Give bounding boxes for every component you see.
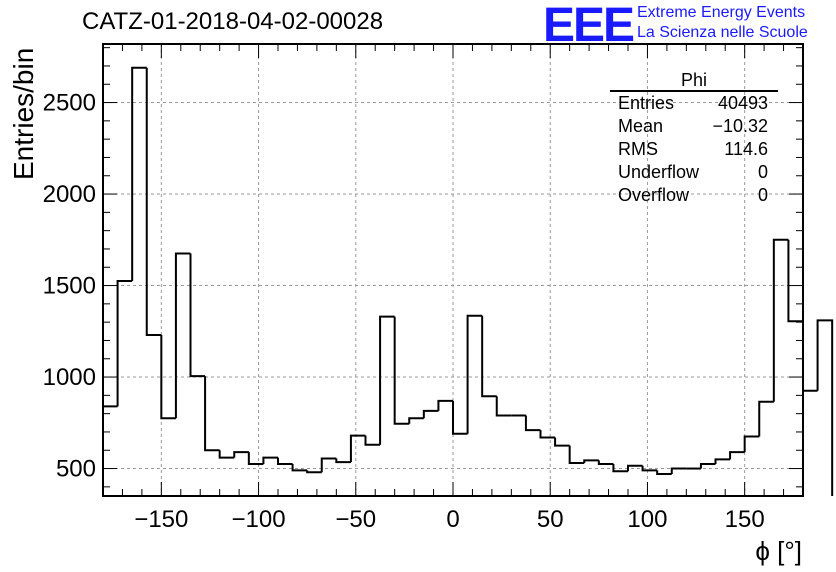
histogram-bin (452, 400, 468, 435)
histogram-bin (802, 321, 818, 392)
histogram-bin (670, 467, 687, 475)
histogram-bin (524, 415, 541, 432)
histogram-bin (393, 316, 410, 425)
stats-label: Overflow (618, 185, 690, 205)
logo-subtitle-2: La Scienza nelle Scuole (637, 24, 808, 41)
histogram-bin (583, 459, 599, 464)
histogram-bin (291, 463, 308, 472)
histogram-bin (116, 279, 133, 407)
eee-logo: EEE (543, 0, 635, 52)
y-tick-label: 2500 (43, 90, 96, 117)
histogram-bin (145, 67, 162, 336)
x-tick-label: 50 (537, 506, 564, 533)
histogram-bin (758, 400, 774, 437)
histogram-bin (233, 451, 249, 458)
x-tick-label: −50 (335, 506, 376, 533)
histogram-bin (102, 405, 118, 496)
histogram-bin (335, 458, 351, 464)
stats-label: Entries (618, 93, 675, 113)
stats-label: RMS (618, 139, 658, 159)
stats-box: Phi Entries 40493 Mean −10.32 RMS 114.6 … (610, 70, 778, 207)
histogram-bin (729, 451, 745, 460)
histogram-bin (218, 450, 235, 459)
histogram-bin (379, 315, 395, 445)
histogram-bin (568, 445, 585, 465)
stats-value: −10.32 (712, 116, 768, 136)
x-tick-label: 0 (446, 506, 459, 533)
histogram-bin (495, 396, 512, 417)
histogram-bin (364, 435, 381, 446)
x-tick-label: −100 (232, 506, 286, 533)
stats-label: Mean (618, 116, 664, 136)
histogram-bin (743, 435, 760, 453)
histogram-bin (627, 464, 643, 472)
x-tick-label: 100 (627, 506, 667, 533)
stats-value: 0 (757, 185, 768, 205)
stats-row-entries: Entries 40493 (610, 92, 778, 115)
histogram-bin (466, 314, 483, 434)
stats-value: 0 (757, 162, 768, 182)
histogram-bin (816, 319, 834, 496)
histogram-bin (699, 462, 716, 469)
x-tick-label: −150 (134, 506, 188, 533)
histogram-bin (641, 465, 658, 472)
chart-title: CATZ-01-2018-04-02-00028 (82, 8, 384, 35)
histogram-bin (277, 457, 293, 465)
stats-row-mean: Mean −10.32 (610, 115, 778, 138)
x-axis-label: ϕ [°] (755, 536, 802, 566)
histogram-bin (437, 399, 453, 411)
stats-row-underflow: Underflow 0 (610, 161, 778, 184)
histogram-bin (320, 457, 337, 473)
histogram-bin (160, 334, 176, 420)
histogram-bin (656, 470, 672, 476)
histogram-bin (612, 463, 628, 473)
histogram-bin (714, 458, 731, 464)
y-axis-label: Entries/bin (8, 47, 39, 180)
histogram-bin (247, 452, 264, 465)
histogram-bin (204, 376, 220, 452)
histogram-bin (189, 253, 206, 378)
stats-value: 40493 (717, 93, 768, 113)
histogram-bin (787, 239, 803, 323)
histogram-bin (539, 430, 556, 439)
y-tick-label: 1000 (43, 364, 96, 391)
histogram-bin (131, 66, 147, 281)
y-tick-label: 2000 (43, 181, 96, 208)
logo-subtitle-1: Extreme Energy Events (637, 4, 806, 21)
stats-label: Underflow (618, 162, 700, 182)
histogram-bin (349, 434, 366, 463)
histogram-bin (422, 409, 439, 419)
stats-box-title: Phi (610, 70, 778, 92)
histogram-bin (408, 417, 424, 424)
stats-row-overflow: Overflow 0 (610, 184, 778, 207)
stats-value: 114.6 (724, 139, 768, 159)
histogram-bin (262, 456, 278, 464)
histogram-bin (174, 252, 191, 419)
histogram-bin (597, 460, 614, 465)
y-tick-label: 500 (56, 456, 96, 483)
histogram-bin (306, 470, 322, 474)
x-tick-label: 150 (725, 506, 765, 533)
stats-row-rms: RMS 114.6 (610, 138, 778, 161)
y-tick-label: 1500 (43, 273, 96, 300)
histogram-bin (772, 238, 789, 402)
histogram-bin (481, 315, 497, 398)
histogram-bin (554, 437, 570, 447)
